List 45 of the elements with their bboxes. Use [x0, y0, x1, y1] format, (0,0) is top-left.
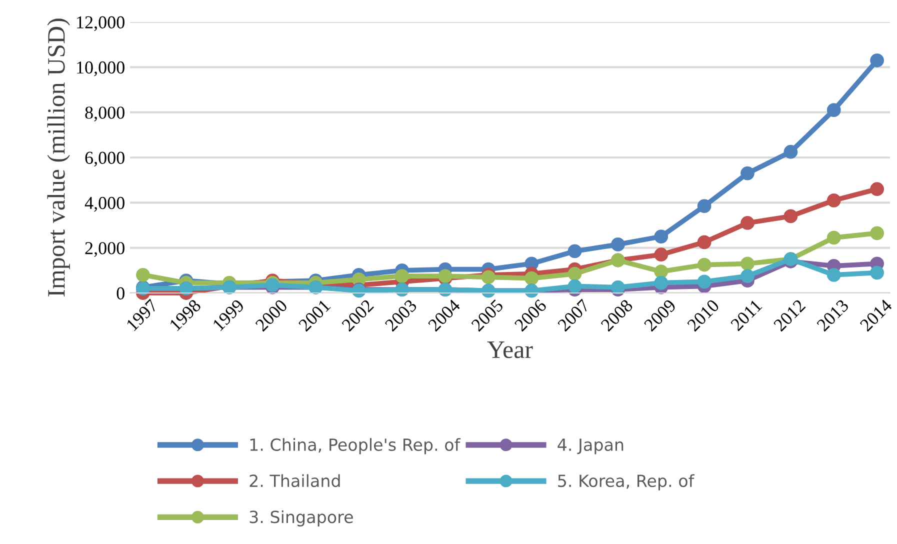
point: [870, 226, 884, 240]
point: [784, 209, 798, 224]
legend-label: 5. Korea, Rep. of: [558, 474, 695, 490]
point: [568, 279, 582, 294]
y-tick-label: 2,000: [85, 242, 124, 257]
point: [568, 266, 582, 281]
y-tick-label: 10,000: [77, 61, 124, 76]
legend-label: 1. China, People's Rep. of: [250, 438, 460, 454]
point: [611, 280, 625, 294]
point: [870, 266, 884, 280]
x-axis-title: Year: [487, 342, 533, 358]
legend-label: 4. Japan: [558, 438, 624, 454]
point: [481, 270, 496, 284]
point: [870, 182, 884, 196]
point: [826, 193, 841, 208]
point: [395, 269, 409, 284]
point: [654, 276, 668, 290]
y-axis-title: Import value (million USD): [47, 18, 70, 297]
y-tick-label: 12,000: [77, 16, 124, 32]
point: [870, 53, 884, 68]
legend-label: 2. Thailand: [250, 474, 340, 488]
point: [740, 216, 754, 230]
y-tick-label: 8,000: [85, 106, 124, 122]
point: [654, 264, 668, 278]
point: [784, 144, 798, 159]
point: [826, 103, 841, 118]
point: [826, 230, 841, 245]
point: [654, 230, 668, 244]
point: [697, 199, 712, 213]
point: [697, 258, 712, 272]
point: [524, 271, 539, 286]
point: [697, 274, 712, 289]
point: [740, 166, 754, 180]
point: [568, 244, 582, 258]
point: [654, 248, 668, 262]
point: [740, 269, 754, 284]
point: [611, 238, 625, 252]
y-tick-label: 4,000: [84, 196, 124, 212]
point: [826, 268, 841, 282]
legend-label: 3. Singapore: [250, 510, 353, 526]
point: [740, 256, 754, 271]
point: [697, 235, 712, 250]
y-tick-label: 0: [116, 287, 124, 300]
point: [136, 268, 150, 282]
y-tick-label: 6,000: [85, 152, 124, 167]
